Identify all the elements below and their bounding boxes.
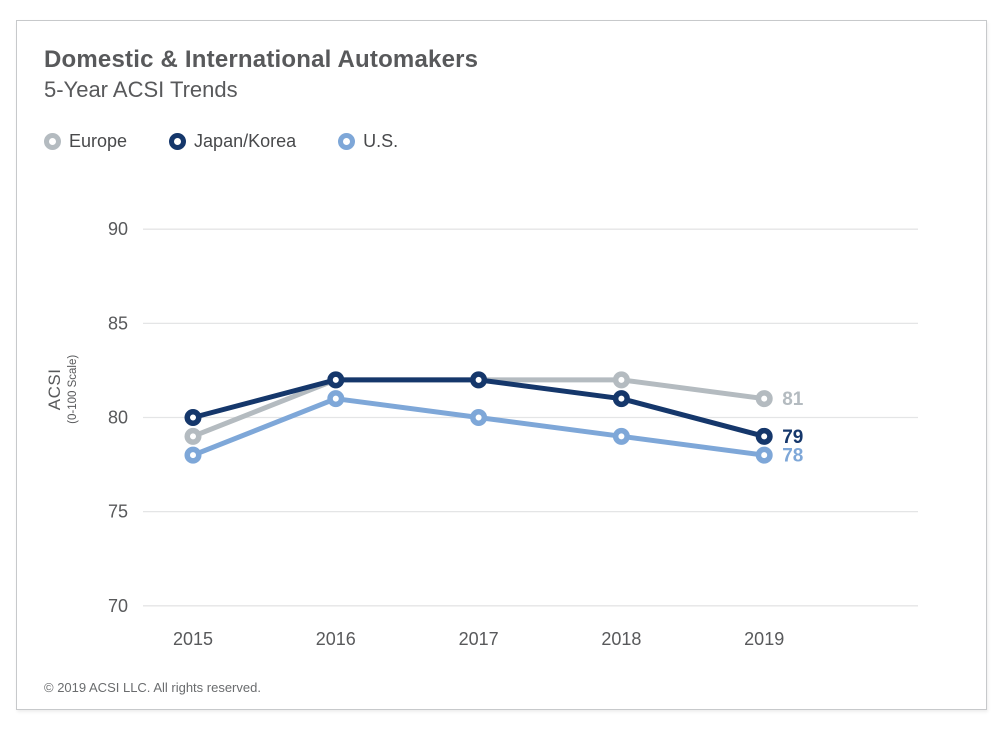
data-point-japan-korea-2017 — [470, 371, 488, 389]
data-point-u-s-2016 — [327, 390, 345, 408]
x-tick-label-2016: 2016 — [316, 629, 356, 649]
value-label-europe: 81 — [782, 389, 804, 410]
legend-marker-europe-icon — [44, 133, 61, 150]
y-tick-label-85: 85 — [108, 313, 128, 333]
legend-label-us: U.S. — [363, 131, 399, 151]
y-tick-label-75: 75 — [108, 502, 128, 522]
data-point-japan-korea-2015 — [184, 409, 202, 426]
copyright-text: © 2019 ACSI LLC. All rights reserved. — [44, 680, 261, 695]
data-point-u-s-2018 — [612, 427, 630, 445]
x-tick-label-2015: 2015 — [173, 629, 213, 649]
legend-item-europe: Europe — [44, 131, 127, 152]
value-label-u-s: 78 — [782, 446, 803, 467]
data-point-u-s-2017 — [470, 409, 488, 426]
legend-marker-us-icon — [338, 133, 356, 150]
x-tick-label-2019: 2019 — [744, 629, 784, 649]
page-title: Domestic & International Automakers — [44, 46, 479, 73]
value-label-japan-korea: 79 — [782, 427, 803, 448]
data-point-europe-2019 — [755, 390, 773, 408]
data-point-europe-2015 — [184, 427, 202, 445]
legend-item-us: U.S. — [338, 131, 398, 152]
x-tick-label-2017: 2017 — [459, 629, 499, 649]
y-tick-label-80: 80 — [108, 408, 128, 428]
legend-label-europe: Europe — [69, 131, 128, 151]
legend: Europe Japan/Korea U.S. — [44, 131, 398, 152]
data-point-japan-korea-2019 — [755, 427, 773, 445]
data-point-japan-korea-2016 — [327, 371, 345, 389]
data-point-u-s-2015 — [184, 446, 202, 464]
data-point-u-s-2019 — [755, 446, 773, 464]
data-point-europe-2018 — [612, 371, 630, 389]
x-tick-label-2018: 2018 — [601, 629, 641, 649]
y-tick-label-90: 90 — [108, 219, 128, 239]
page-subtitle: 5-Year ACSI Trends — [44, 77, 238, 102]
legend-marker-japan-korea-icon — [169, 133, 187, 150]
chart-header: Domestic & International Automakers 5-Ye… — [44, 46, 478, 103]
y-tick-label-70: 70 — [108, 596, 128, 616]
legend-item-japan-korea: Japan/Korea — [169, 131, 296, 152]
legend-label-japan-korea: Japan/Korea — [194, 131, 297, 151]
series-line-u-s — [190, 396, 767, 458]
data-point-japan-korea-2018 — [612, 390, 630, 408]
